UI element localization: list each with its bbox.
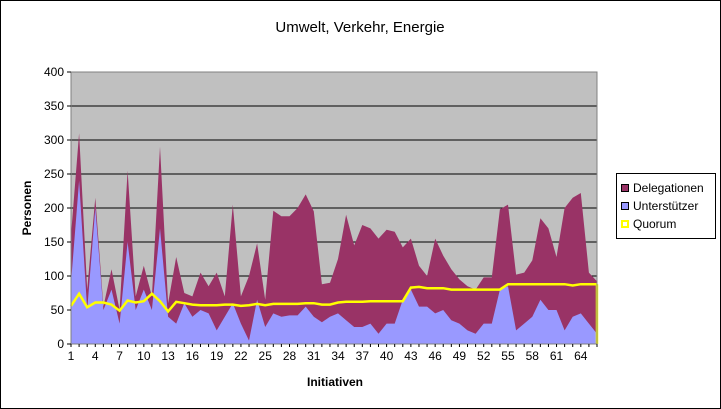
x-tick-labels: 1 4 7 10 13 16 19 22 25 28 31 34 37 40 43 46 49 52 55 58 61 6… [68,344,598,363]
legend-item-unterstuetzer: Unterstützer [621,198,698,214]
legend: Delegationen Unterstützer Quorum [616,173,716,239]
legend-swatch-quorum [621,220,629,228]
y-tick-label: 50 [51,303,65,317]
y-tick-label: 350 [44,99,64,113]
x-tick-label: 13 [161,349,175,363]
chart-title: Umwelt, Verkehr, Energie [275,19,444,36]
x-axis-label: Initiativen [307,375,363,389]
y-tick-label: 200 [44,201,64,215]
x-tick-label: 19 [210,349,224,363]
x-tick-label: 43 [404,349,418,363]
y-axis-label: Personen [20,181,34,236]
y-tick-label: 150 [44,235,64,249]
x-tick-label: 28 [283,349,297,363]
x-tick-label: 4 [92,349,99,363]
y-tick-label: 100 [44,269,64,283]
x-tick-label: 61 [550,349,564,363]
x-tick-label: 1 [68,349,75,363]
x-tick-label: 22 [234,349,248,363]
x-tick-label: 37 [356,349,370,363]
x-tick-label: 55 [501,349,515,363]
series-area-unterstuetzer [71,180,597,344]
x-tick-label: 10 [137,349,151,363]
x-tick-label: 46 [428,349,442,363]
legend-item-delegationen: Delegationen [621,180,704,196]
y-tick-label: 400 [44,65,64,79]
y-tick-label: 0 [57,337,64,351]
x-tick-label: 25 [259,349,273,363]
x-tick-label: 49 [453,349,467,363]
legend-swatch-unterstuetzer [621,202,629,210]
x-tick-label: 31 [307,349,321,363]
legend-swatch-delegationen [621,184,629,192]
legend-label-delegationen: Delegationen [633,181,704,195]
legend-label-unterstuetzer: Unterstützer [633,199,699,213]
y-tick-label: 250 [44,167,64,181]
x-tick-label: 40 [380,349,394,363]
y-tick-labels: 0 50 100 150 200 250 300 350 400 [44,65,71,351]
x-tick-label: 16 [186,349,200,363]
legend-label-quorum: Quorum [633,217,677,231]
x-tick-label: 52 [477,349,491,363]
x-tick-label: 7 [116,349,123,363]
series-area-delegationen [71,133,597,344]
series-line-quorum [69,282,597,314]
y-tick-label: 300 [44,133,64,147]
x-tick-label: 64 [574,349,588,363]
legend-item-quorum: Quorum [621,216,676,232]
x-tick-label: 58 [526,349,540,363]
x-tick-label: 34 [331,349,345,363]
